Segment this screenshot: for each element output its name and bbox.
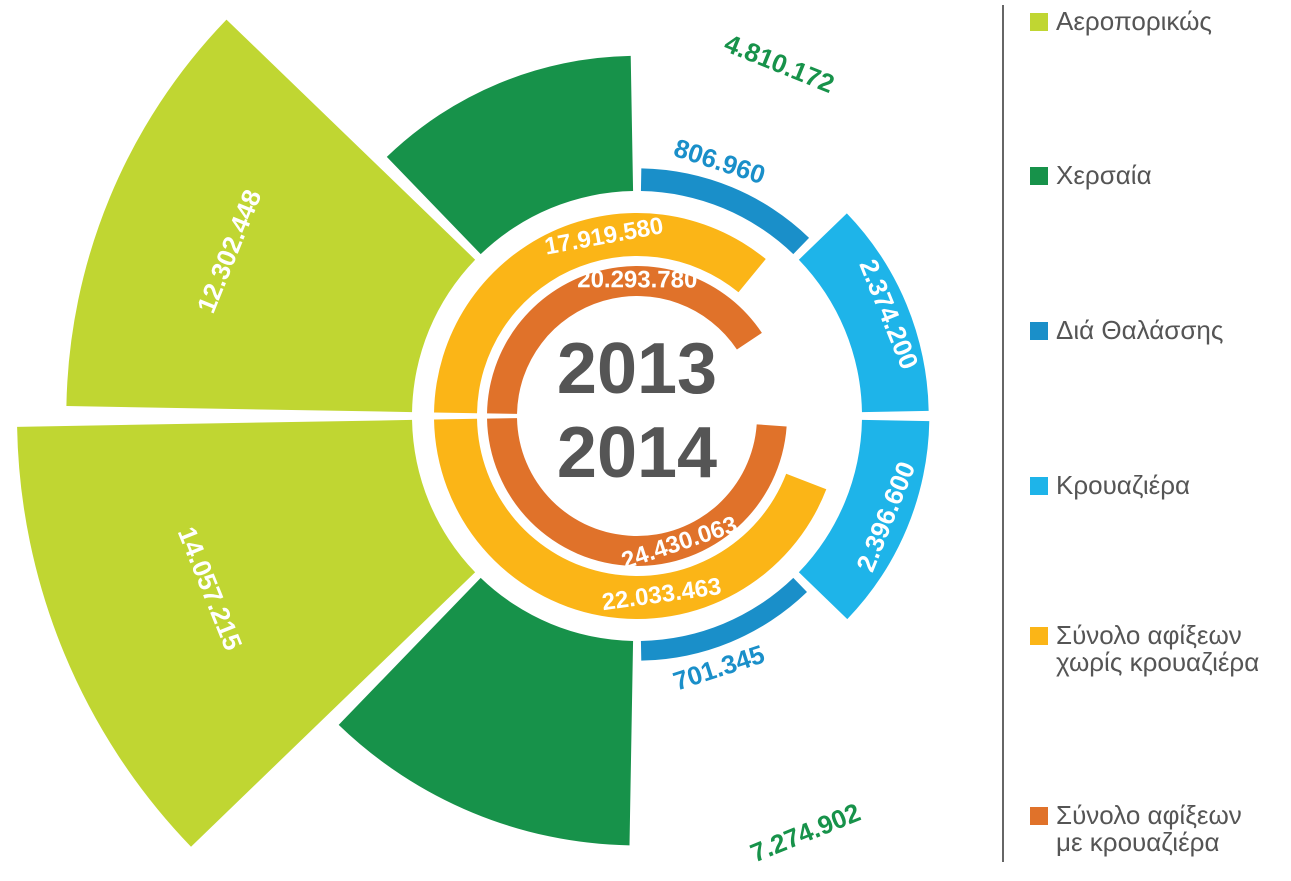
legend-swatch bbox=[1030, 807, 1048, 825]
sector bbox=[386, 55, 634, 255]
legend-label: Αεροπορικώς bbox=[1056, 6, 1212, 36]
year-label: 2014 bbox=[557, 413, 717, 493]
legend-swatch bbox=[1030, 167, 1048, 185]
legend-swatch bbox=[1030, 13, 1048, 31]
ring bbox=[434, 212, 766, 414]
sector bbox=[17, 419, 476, 847]
legend-item: Διά Θαλάσσης bbox=[1030, 317, 1223, 344]
value-label: 20.293.780 bbox=[577, 266, 697, 293]
legend-item: Χερσαία bbox=[1030, 162, 1152, 189]
legend-item: Κρουαζιέρα bbox=[1030, 472, 1190, 499]
legend-label: Σύνολο αφίξεων χωρίς κρουαζιέρα bbox=[1056, 620, 1260, 677]
legend-swatch bbox=[1030, 322, 1048, 340]
sector bbox=[338, 577, 634, 846]
legend-item: Σύνολο αφίξεων χωρίς κρουαζιέρα bbox=[1030, 622, 1259, 676]
sector bbox=[798, 213, 929, 413]
legend-swatch bbox=[1030, 627, 1048, 645]
legend-label: Χερσαία bbox=[1056, 160, 1152, 190]
year-label: 2013 bbox=[557, 329, 717, 409]
legend-label: Διά Θαλάσσης bbox=[1056, 315, 1224, 345]
ring bbox=[487, 265, 762, 414]
legend-swatch bbox=[1030, 477, 1048, 495]
ring bbox=[487, 418, 787, 567]
ring bbox=[434, 418, 827, 620]
sector bbox=[798, 419, 930, 620]
legend-item: Αεροπορικώς bbox=[1030, 8, 1212, 35]
sector bbox=[66, 19, 476, 413]
legend-label: Σύνολο αφίξεων με κρουαζιέρα bbox=[1056, 800, 1242, 857]
legend-item: Σύνολο αφίξεων με κρουαζιέρα bbox=[1030, 802, 1242, 856]
sector bbox=[640, 577, 807, 661]
legend-label: Κρουαζιέρα bbox=[1056, 470, 1191, 500]
sector bbox=[640, 168, 810, 255]
value-label: 7.274.902 bbox=[746, 797, 864, 868]
value-label: 4.810.172 bbox=[720, 28, 838, 99]
